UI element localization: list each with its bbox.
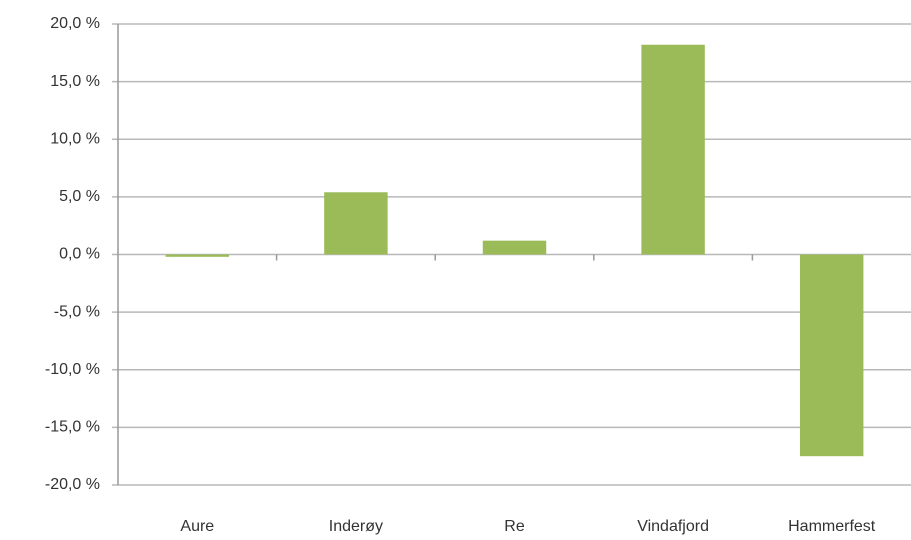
x-tick-label: Inderøy — [329, 518, 383, 535]
bar — [165, 254, 230, 257]
y-tick-label: -15,0 % — [45, 419, 100, 436]
y-tick-label: -20,0 % — [45, 476, 100, 493]
x-tick-label: Hammerfest — [788, 518, 876, 535]
bar — [482, 240, 547, 255]
y-tick-label: -10,0 % — [45, 361, 100, 378]
y-tick-label: 5,0 % — [59, 188, 100, 205]
x-tick-label: Aure — [180, 518, 214, 535]
bar — [324, 192, 388, 255]
y-tick-label: -5,0 % — [54, 303, 100, 320]
bar — [641, 44, 705, 255]
y-tick-label: 20,0 % — [50, 15, 100, 32]
x-tick-label: Vindafjord — [637, 518, 709, 535]
bar — [799, 254, 864, 457]
y-tick-label: 15,0 % — [50, 73, 100, 90]
x-tick-label: Re — [504, 518, 525, 535]
y-tick-label: 10,0 % — [50, 130, 100, 147]
y-tick-label: 0,0 % — [59, 246, 100, 263]
